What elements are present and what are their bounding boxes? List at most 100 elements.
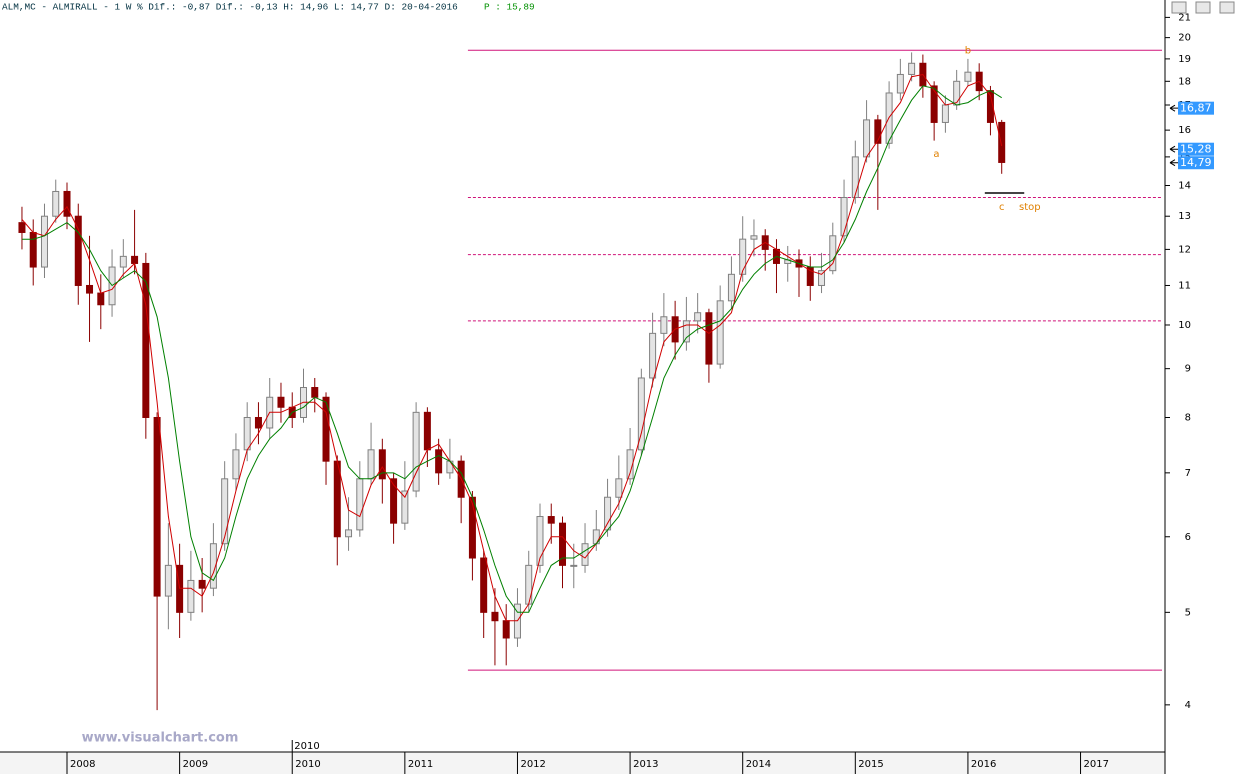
candle-body: [930, 85, 938, 123]
candle-body: [131, 255, 139, 264]
candle-body: [63, 190, 71, 217]
candle-body: [153, 416, 161, 597]
candle-body: [243, 416, 251, 451]
candle-body: [187, 579, 195, 613]
x-tick-label: 2017: [1084, 759, 1109, 770]
candle-body: [435, 449, 443, 474]
candle-body: [333, 460, 341, 538]
window-button[interactable]: [1219, 1, 1235, 14]
candle-body: [198, 579, 206, 589]
candle-body: [716, 300, 724, 365]
candle-body: [52, 190, 60, 217]
candle-body: [176, 564, 184, 613]
price-tag-arrow: [1169, 104, 1178, 112]
y-tick-label: 9: [1185, 364, 1191, 375]
candle-body: [119, 255, 127, 268]
candle-body: [547, 516, 555, 524]
candle-body: [626, 449, 634, 480]
candle-body: [356, 478, 364, 531]
y-tick-label: 10: [1178, 320, 1191, 331]
y-tick-label: 16: [1178, 125, 1191, 136]
candle-body: [378, 449, 386, 480]
candle-body: [86, 284, 94, 294]
y-tick-label: 21: [1178, 12, 1191, 23]
candle-body: [412, 411, 420, 492]
candle-body: [570, 564, 578, 567]
candle-body: [694, 312, 702, 322]
x-axis-band: [0, 752, 1165, 774]
price-tag: [1178, 142, 1214, 156]
header-text: ALM,MC - ALMIRALL - 1 W % Dif.: -0,87 Di…: [2, 1, 458, 12]
annotation: stop: [1019, 202, 1041, 213]
candle-body: [367, 449, 375, 480]
candle-body: [874, 119, 882, 144]
x-tick-label: 2014: [746, 759, 771, 770]
candle-body: [345, 529, 353, 538]
y-tick-label: 20: [1178, 33, 1191, 44]
candle-body: [142, 262, 150, 418]
y-tick-label: 19: [1178, 54, 1191, 65]
candle-body: [818, 270, 826, 286]
candle-body: [682, 320, 690, 343]
candle-body: [164, 564, 172, 597]
candle-body: [727, 273, 735, 302]
candle-body: [604, 496, 612, 531]
candle-body: [863, 119, 871, 158]
price-tag: [1178, 156, 1214, 170]
y-tick-label: 6: [1185, 532, 1191, 543]
candle-body: [660, 316, 668, 334]
moving-average: [22, 85, 1002, 613]
candle-body: [491, 611, 499, 622]
candle-body: [502, 620, 510, 639]
y-tick-label: 13: [1178, 211, 1191, 222]
candle-body: [97, 292, 105, 306]
candle-body: [941, 104, 949, 123]
candle-body: [277, 396, 285, 408]
candle-body: [390, 478, 398, 524]
annotation: a: [933, 149, 939, 160]
candle-body: [998, 121, 1006, 163]
candle-body: [525, 564, 533, 605]
y-tick-label: 4: [1185, 700, 1191, 711]
y-tick-label: 7: [1185, 468, 1191, 479]
candle-body: [209, 543, 217, 589]
cursor-label: 2010: [294, 741, 319, 752]
x-tick-label: 2012: [520, 759, 545, 770]
x-tick-label: 2015: [858, 759, 883, 770]
window-button[interactable]: [1171, 1, 1187, 14]
y-tick-label: 8: [1185, 412, 1191, 423]
candle-body: [829, 235, 837, 272]
candle-body: [536, 516, 544, 566]
candle-body: [423, 411, 431, 451]
candle-body: [18, 222, 26, 233]
candle-body: [953, 80, 961, 106]
candle-body: [896, 73, 904, 94]
candle-body: [637, 377, 645, 451]
candle-body: [40, 215, 48, 268]
candle-body: [322, 396, 330, 462]
candle-body: [74, 215, 82, 286]
candle-body: [468, 496, 476, 559]
price-tag-arrow: [1169, 145, 1178, 153]
candle-body: [739, 238, 747, 275]
watermark: www.visualchart.com: [82, 731, 239, 746]
moving-average: [21, 73, 1003, 622]
x-tick-label: 2013: [633, 759, 658, 770]
annotation: b: [965, 45, 971, 56]
candle-body: [311, 387, 319, 398]
candle-body: [750, 235, 758, 240]
candle-body: [840, 197, 848, 237]
price-tag-label: 16,87: [1180, 102, 1212, 115]
y-tick-label: 5: [1185, 607, 1191, 618]
x-tick-label: 2010: [295, 759, 320, 770]
price-tag-label: 15,28: [1180, 143, 1212, 156]
candle-body: [851, 156, 859, 199]
candle-body: [964, 71, 972, 82]
y-tick-label: 14: [1178, 180, 1191, 191]
candle-body: [705, 312, 713, 365]
window-button[interactable]: [1195, 1, 1211, 14]
candle-body: [908, 62, 916, 75]
y-tick-label: 18: [1178, 76, 1191, 87]
